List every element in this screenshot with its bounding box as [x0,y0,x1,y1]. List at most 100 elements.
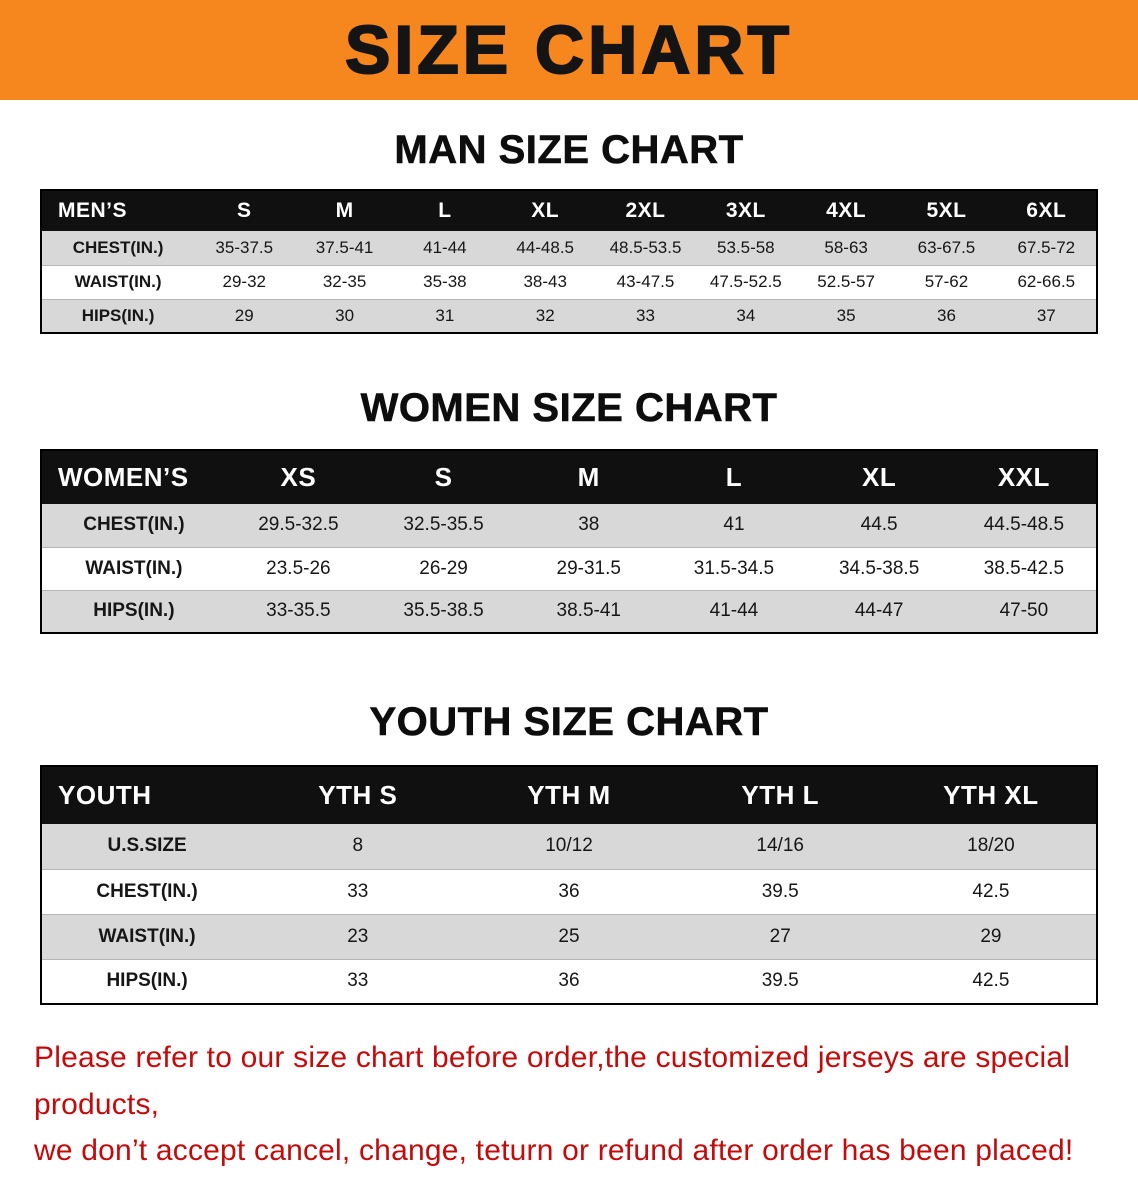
value-cell: 31.5-34.5 [661,547,807,590]
value-cell: 48.5-53.5 [595,231,696,265]
value-cell: 44-47 [806,590,952,633]
table-row: HIPS(IN.) 33-35.5 35.5-38.5 38.5-41 41-44 44-… [41,590,1097,633]
size-header-cell: YTH L [674,766,886,824]
value-cell: 18/20 [885,824,1097,869]
value-cell: 41 [661,504,807,547]
value-cell: 23 [252,914,464,959]
youth-size-section: YOUTH SIZE CHART YOUTH YTH S YTH M YTH L YTH… [0,700,1138,1005]
disclaimer: Please refer to our size chart before or… [0,1035,1138,1189]
value-cell: 38.5-42.5 [951,547,1097,590]
size-header-cell: L [394,190,496,231]
value-cell: 35 [795,299,897,333]
value-cell: 47-50 [951,590,1097,633]
value-cell: 44.5-48.5 [951,504,1097,547]
page-title: SIZE CHART [344,12,793,88]
size-table: WOMEN’S XS S M L XL XXL CHEST(IN.) 29.5-32.5 32.5… [40,449,1098,634]
size-header-cell: M [516,450,662,504]
size-header-cell: 6XL [996,190,1097,231]
value-cell: 33 [252,869,464,914]
size-header-cell: YTH M [463,766,675,824]
size-header-cell: XL [495,190,596,231]
size-header-cell: M [294,190,395,231]
size-header-cell: 5XL [896,190,997,231]
table-row: CHEST(IN.) 33 36 39.5 42.5 [41,869,1097,914]
value-cell: 44.5 [806,504,952,547]
disclaimer-line-2: we don’t accept cancel, change, teturn o… [34,1134,1074,1167]
men-size-section: MAN SIZE CHART MEN’S S M L XL 2XL 3XL 4XL 5XL 6XL… [0,128,1138,334]
youth-size-table-container: YOUTH YTH S YTH M YTH L YTH XL U.S.SIZE 8 10/12… [40,765,1098,1005]
size-header-cell: S [194,190,295,231]
value-cell: 35-37.5 [194,231,295,265]
disclaimer-line-1: Please refer to our size chart before or… [34,1041,1071,1121]
value-cell: 47.5-52.5 [695,265,796,299]
row-label-cell: CHEST(IN.) [41,869,253,914]
value-cell: 38-43 [495,265,596,299]
value-cell: 14/16 [674,824,886,869]
size-header-cell: YTH XL [885,766,1097,824]
value-cell: 38 [516,504,662,547]
table-title-cell: YOUTH [41,766,253,824]
value-cell: 35-38 [394,265,496,299]
youth-section-heading: YOUTH SIZE CHART [369,700,769,745]
table-title-cell: MEN’S [41,190,195,231]
value-cell: 36 [896,299,997,333]
size-header-cell: S [370,450,517,504]
value-cell: 31 [394,299,496,333]
women-section-heading: WOMEN SIZE CHART [360,386,778,431]
value-cell: 33 [595,299,696,333]
value-cell: 44-48.5 [495,231,596,265]
value-cell: 37 [996,299,1097,333]
size-header-cell: XS [225,450,371,504]
table-row: CHEST(IN.) 35-37.5 37.5-41 41-44 44-48.5 48.5… [41,231,1097,265]
size-header-cell: YTH S [252,766,464,824]
value-cell: 35.5-38.5 [370,590,517,633]
value-cell: 32 [495,299,596,333]
value-cell: 33 [252,959,464,1004]
value-cell: 29 [885,914,1097,959]
table-row: U.S.SIZE 8 10/12 14/16 18/20 [41,824,1097,869]
value-cell: 42.5 [885,959,1097,1004]
size-header-cell: XXL [951,450,1097,504]
value-cell: 25 [463,914,675,959]
table-row: WAIST(IN.) 23 25 27 29 [41,914,1097,959]
value-cell: 63-67.5 [896,231,997,265]
size-header-cell: 4XL [795,190,897,231]
value-cell: 67.5-72 [996,231,1097,265]
value-cell: 26-29 [370,547,517,590]
value-cell: 52.5-57 [795,265,897,299]
value-cell: 29-32 [194,265,295,299]
men-size-table-container: MEN’S S M L XL 2XL 3XL 4XL 5XL 6XL CHEST(IN.) 35-37… [40,189,1098,334]
value-cell: 34.5-38.5 [806,547,952,590]
table-row: HIPS(IN.) 29 30 31 32 33 34 35 36 37 [41,299,1097,333]
women-size-table-container: WOMEN’S XS S M L XL XXL CHEST(IN.) 29.5-32.5 32.5… [40,449,1098,634]
table-row: HIPS(IN.) 33 36 39.5 42.5 [41,959,1097,1004]
value-cell: 36 [463,869,675,914]
row-label-cell: HIPS(IN.) [41,959,253,1004]
value-cell: 43-47.5 [595,265,696,299]
women-size-section: WOMEN SIZE CHART WOMEN’S XS S M L XL XXL CHEST(… [0,386,1138,634]
row-label-cell: CHEST(IN.) [41,231,195,265]
value-cell: 27 [674,914,886,959]
value-cell: 23.5-26 [225,547,371,590]
row-label-cell: WAIST(IN.) [41,547,226,590]
value-cell: 41-44 [661,590,807,633]
value-cell: 58-63 [795,231,897,265]
value-cell: 38.5-41 [516,590,662,633]
size-header-cell: XL [806,450,952,504]
value-cell: 39.5 [674,959,886,1004]
value-cell: 36 [463,959,675,1004]
value-cell: 34 [695,299,796,333]
value-cell: 53.5-58 [695,231,796,265]
size-table: YOUTH YTH S YTH M YTH L YTH XL U.S.SIZE 8 10/12… [40,765,1098,1005]
value-cell: 57-62 [896,265,997,299]
value-cell: 29.5-32.5 [225,504,371,547]
value-cell: 42.5 [885,869,1097,914]
men-section-heading: MAN SIZE CHART [394,128,744,173]
value-cell: 8 [252,824,464,869]
title-banner: SIZE CHART [0,0,1138,100]
row-label-cell: WAIST(IN.) [41,265,195,299]
value-cell: 10/12 [463,824,675,869]
row-label-cell: HIPS(IN.) [41,299,195,333]
value-cell: 37.5-41 [294,231,395,265]
